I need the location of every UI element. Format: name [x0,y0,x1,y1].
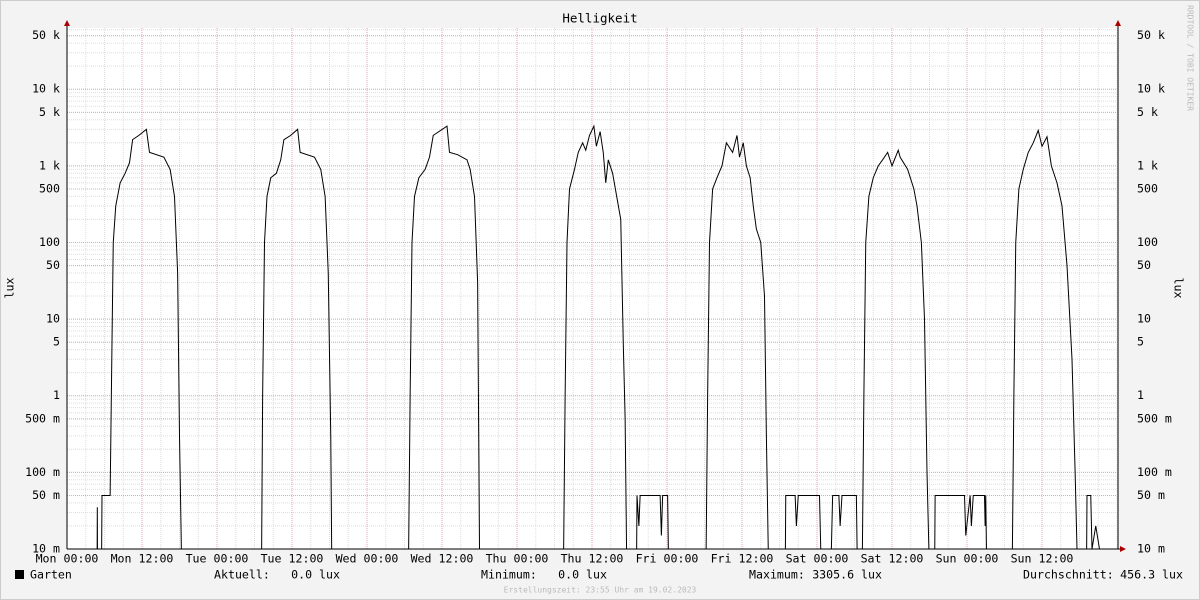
y2-tick-label: 1 [1137,388,1144,402]
x-tick-label: Thu 00:00 [486,552,549,566]
y2-tick-label: 50 k [1137,28,1165,42]
x-tick-label: Sat 00:00 [786,552,849,566]
x-tick-label: Sat 12:00 [861,552,924,566]
y-tick-label: 500 [39,181,60,195]
stat-value: 0.0 lux [291,568,340,582]
y2-tick-label: 50 m [1137,488,1165,502]
stat-value: 3305.6 lux [812,568,882,582]
legend-label: Garten [30,568,72,582]
y-tick-label: 100 m [25,465,60,479]
y-tick-label: 5 [53,335,60,349]
x-tick-label: Mon 00:00 [36,552,99,566]
x-tick-label: Sun 00:00 [936,552,999,566]
legend-swatch [15,570,24,579]
stat-label: Maximum: [749,568,805,582]
grid [66,28,1118,550]
watermark: RRDTOOL / TOBI OETIKER [1186,5,1195,111]
chart-title: Helligkeit [562,11,637,26]
labels: Mon 00:00 Mon 12:00 Tue 00:00 Tue 12:00 Wed … [25,28,1172,565]
stat-value: 456.3 lux [1120,568,1183,582]
footer: Erstellungszeit: 23:55 Uhr am 19.02.2023 [504,586,697,595]
y-tick-label: 5 k [39,105,60,119]
y-tick-label: 100 [39,235,60,249]
x-tick-label: Wed 12:00 [411,552,474,566]
y2-tick-label: 5 k [1137,105,1158,119]
y-tick-label: 10 m [32,542,60,556]
x-tick-label: Mon 12:00 [111,552,174,566]
x-tick-label: Wed 00:00 [336,552,399,566]
y-axis-label: lux [3,278,17,299]
x-tick-label: Fri 00:00 [636,552,699,566]
marks [96,124,1101,550]
series-line [96,124,1101,550]
y2-tick-label: 5 [1137,335,1144,349]
y2-tick-label: 100 [1137,235,1158,249]
x-tick-label: Fri 12:00 [711,552,774,566]
y2-tick-label: 10 [1137,312,1151,326]
y2-tick-label: 50 [1137,258,1151,272]
x-tick-label: Thu 12:00 [561,552,624,566]
y2-tick-label: 500 [1137,181,1158,195]
axis-arrow [1120,546,1126,552]
y2-tick-label: 500 m [1137,411,1172,425]
x-tick-label: Tue 12:00 [261,552,324,566]
axis-arrow [1115,20,1121,26]
y2-axis-label: lux [1172,278,1186,299]
y-tick-label: 1 [53,388,60,402]
x-tick-label: Tue 00:00 [186,552,249,566]
x-tick-label: Sun 12:00 [1011,552,1074,566]
y-tick-label: 10 k [32,82,60,96]
y2-tick-label: 10 k [1137,82,1165,96]
y-tick-label: 10 [46,312,60,326]
y-tick-label: 500 m [25,411,60,425]
y2-tick-label: 10 m [1137,542,1165,556]
stat-label: Durchschnitt: [1023,568,1114,582]
y2-tick-label: 100 m [1137,465,1172,479]
y2-tick-label: 1 k [1137,158,1158,172]
stat-value: 0.0 lux [558,568,607,582]
axis-arrow [64,20,70,26]
stat-label: Minimum: [481,568,537,582]
y-tick-label: 50 [46,258,60,272]
stat-label: Aktuell: [214,568,270,582]
y-tick-label: 50 k [32,28,60,42]
y-tick-label: 50 m [32,488,60,502]
y-tick-label: 1 k [39,158,60,172]
